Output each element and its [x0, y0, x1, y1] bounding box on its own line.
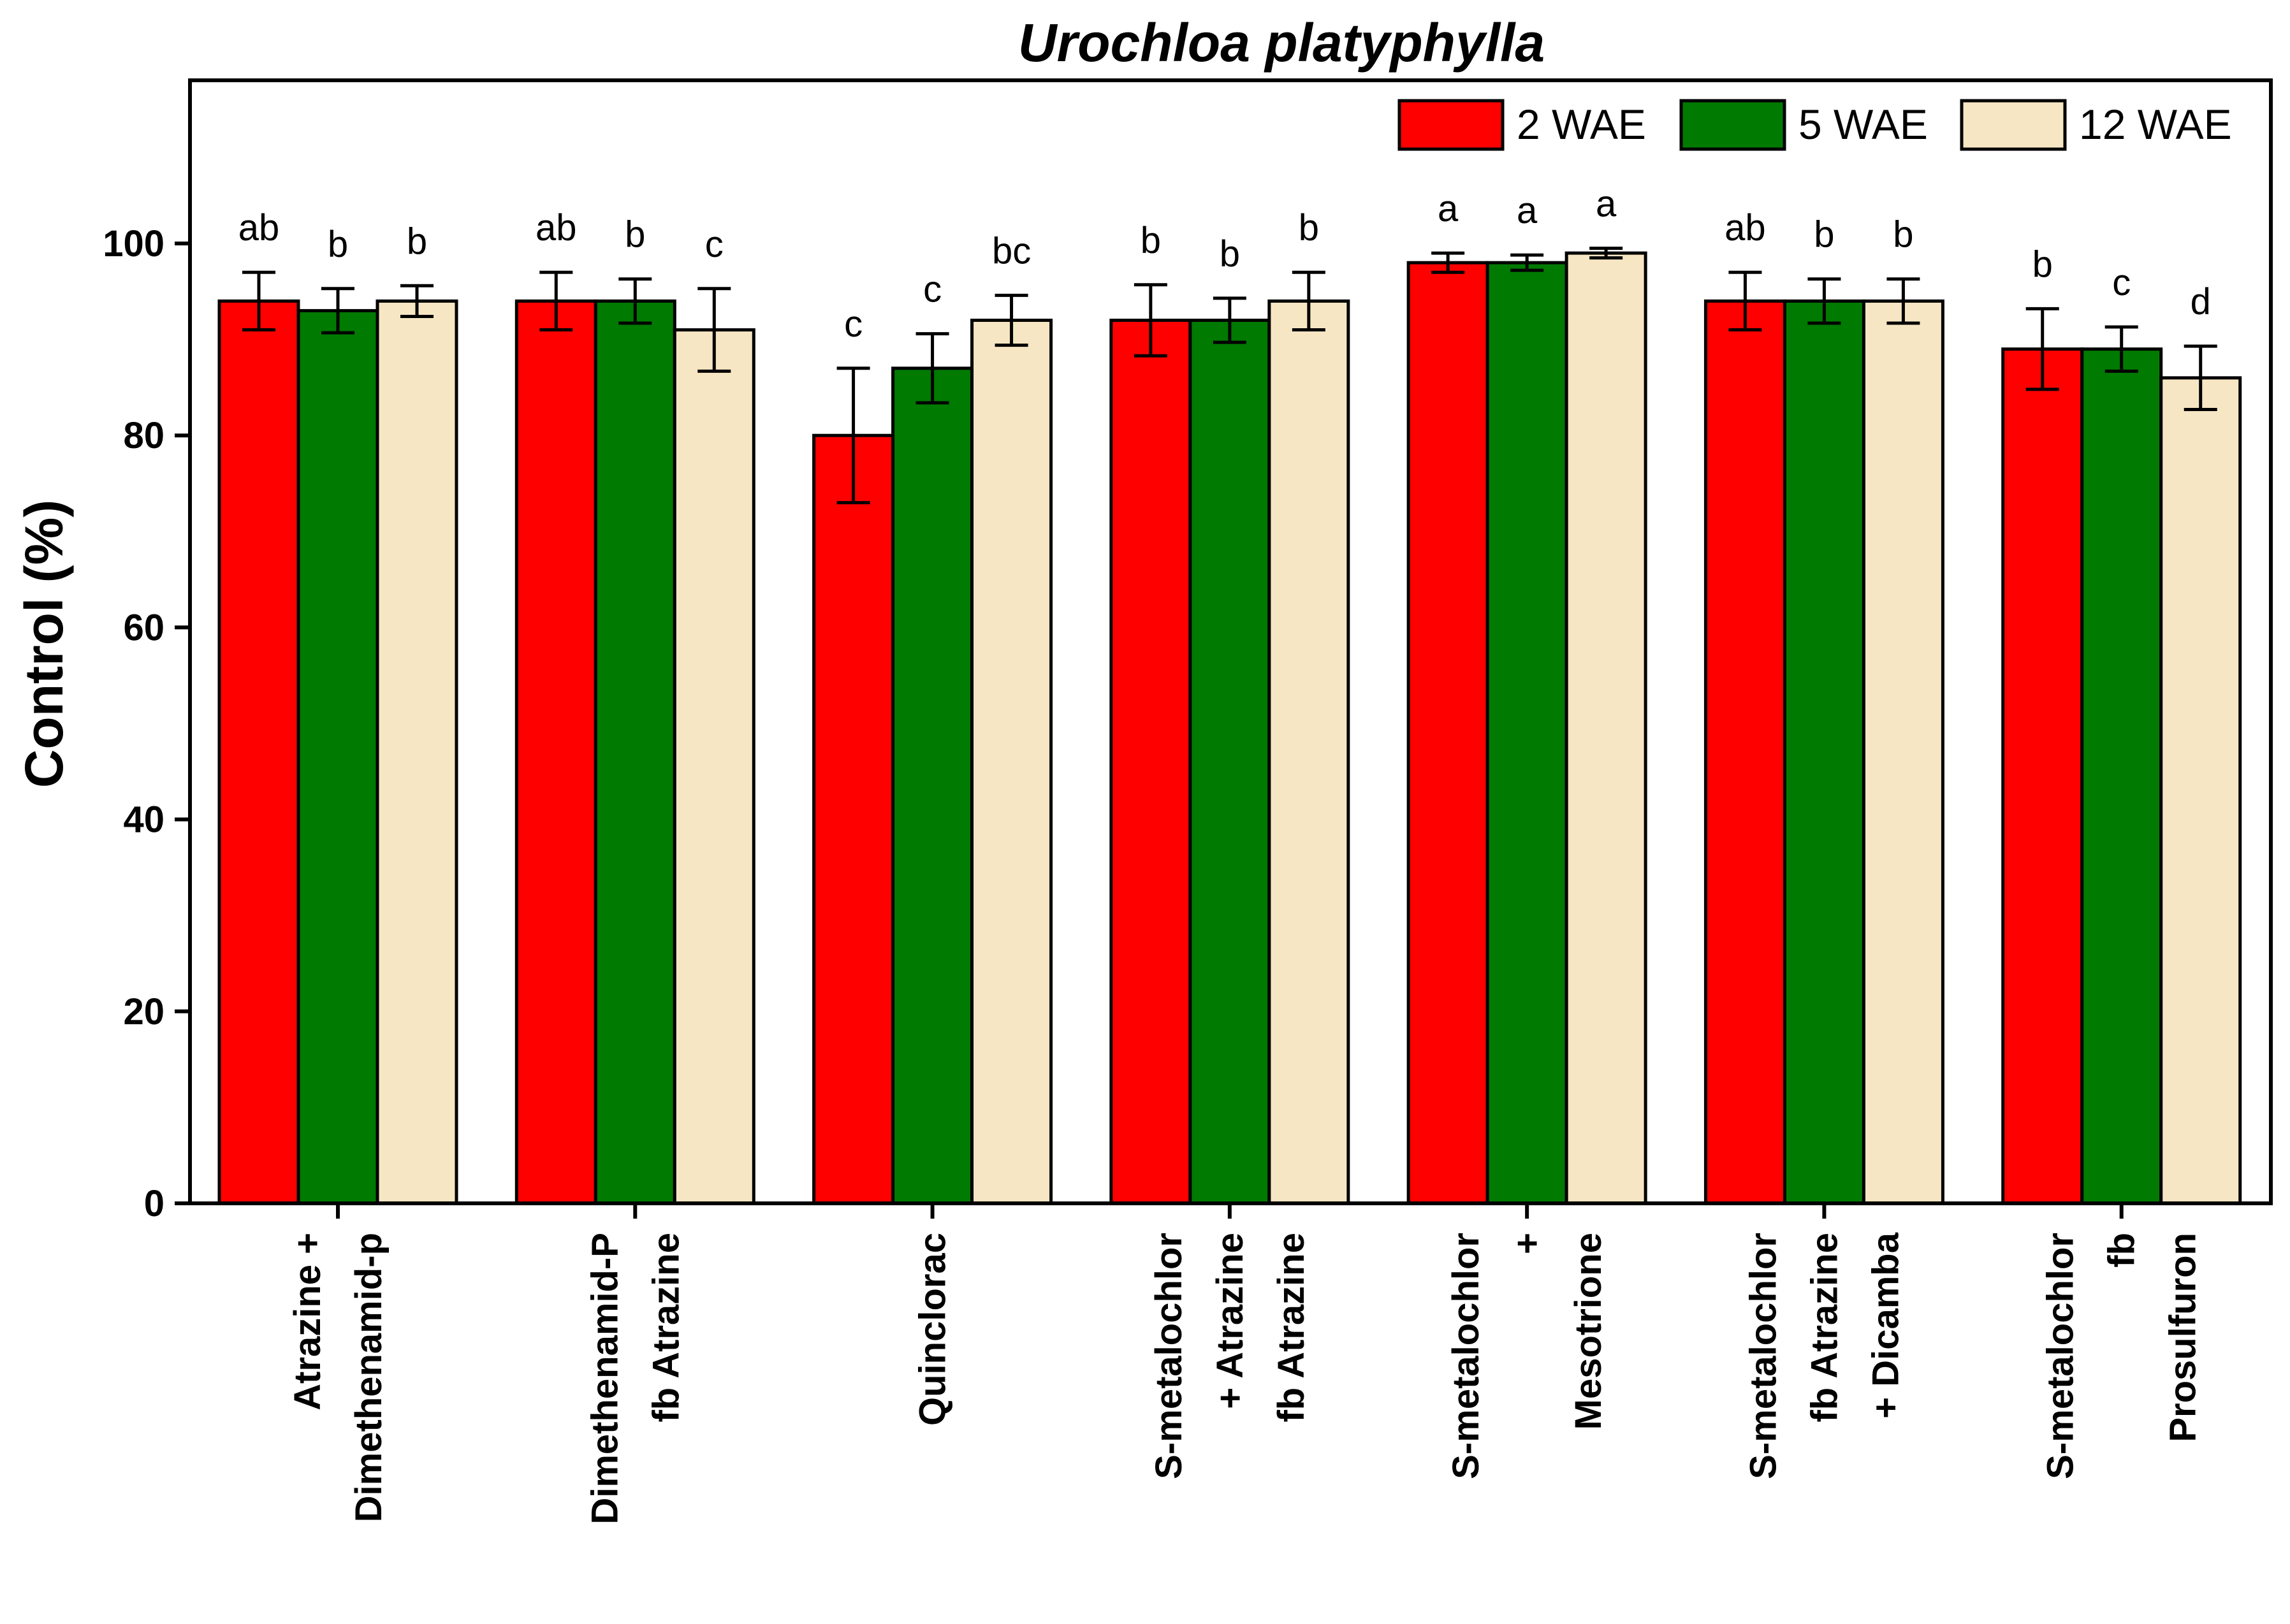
bar [514, 299, 597, 1205]
x-tick-label: + [1506, 1233, 1548, 1254]
chart-title: Urochloa platyphylla [1018, 13, 1545, 73]
significance-letter: c [844, 303, 863, 345]
legend-swatch [1679, 99, 1786, 151]
bar [1862, 299, 1944, 1205]
significance-letter: a [1517, 190, 1538, 231]
bar [2001, 347, 2084, 1205]
bar [1267, 299, 1350, 1205]
significance-letter: b [1299, 207, 1319, 249]
bar [2080, 347, 2163, 1205]
significance-letter: b [1814, 214, 1834, 256]
legend-label: 5 WAE [1798, 101, 1928, 148]
x-tick-label: S-metalochlor [1742, 1233, 1784, 1479]
legend-swatch [1397, 99, 1505, 151]
bar [812, 433, 895, 1205]
bar [970, 318, 1053, 1205]
significance-letter: b [407, 221, 427, 262]
x-tick-label: S-metalochlor [2040, 1233, 2082, 1479]
significance-letter: a [1596, 184, 1617, 225]
bar [594, 299, 676, 1205]
significance-letter: ab [238, 207, 280, 249]
x-tick-label: Dimethenamid-p [348, 1233, 390, 1522]
significance-letter: c [923, 269, 942, 310]
y-tick-label: 80 [123, 415, 164, 456]
legend: 2 WAE 5 WAE 12 WAE [1397, 99, 2232, 151]
y-tick-label: 0 [144, 1183, 164, 1224]
legend-label: 12 WAE [2079, 101, 2232, 148]
x-tick-label: + Dicamba [1865, 1232, 1906, 1418]
x-tick-label: fb [2101, 1233, 2143, 1268]
legend-label: 2 WAE [1517, 101, 1646, 148]
significance-letter: b [328, 224, 348, 265]
significance-letter: c [2112, 262, 2131, 303]
bar [1783, 299, 1865, 1205]
significance-letter: ab [1725, 207, 1766, 249]
significance-letter: d [2191, 281, 2211, 323]
bar [217, 299, 300, 1205]
bar [2159, 376, 2242, 1205]
x-tick-label: fb Atrazine [645, 1233, 687, 1423]
significance-letter: b [1220, 233, 1240, 275]
bar [1109, 318, 1192, 1205]
bar [673, 328, 755, 1205]
x-tick-label: Prosulfuron [2162, 1233, 2204, 1442]
significance-letter: b [1893, 214, 1913, 256]
bar [296, 308, 379, 1205]
bar [1406, 261, 1489, 1205]
bar [1188, 318, 1271, 1205]
y-tick-label: 100 [103, 223, 164, 265]
x-tick-label: S-metalochlor [1148, 1233, 1190, 1479]
y-tick-label: 20 [123, 991, 164, 1033]
bar [1703, 299, 1786, 1205]
y-axis-label: Control (%) [14, 500, 74, 788]
significance-letter: b [625, 214, 645, 256]
x-tick-label: fb Atrazine [1804, 1233, 1845, 1423]
bar [1564, 251, 1647, 1205]
significance-letter: bc [992, 230, 1031, 272]
x-tick-label: Atrazine + [287, 1233, 328, 1410]
x-tick-label: fb Atrazine [1271, 1233, 1312, 1423]
x-tick-label: + Atrazine [1209, 1233, 1251, 1409]
bar [1485, 261, 1568, 1205]
x-tick-label: Dimethenamid-P [584, 1233, 625, 1525]
x-tick-label: Mesotrione [1568, 1233, 1609, 1430]
significance-letter: c [705, 224, 724, 265]
plot-frame [188, 78, 2273, 1205]
significance-letter: ab [536, 207, 577, 249]
y-tick-label: 60 [123, 607, 164, 648]
significance-letter: b [1141, 220, 1161, 261]
bar [891, 366, 974, 1205]
y-tick-label: 40 [123, 799, 164, 841]
x-tick-label: Quinclorac [912, 1233, 954, 1426]
bar [376, 299, 458, 1205]
legend-swatch [1960, 99, 2067, 151]
significance-letter: b [2032, 243, 2053, 285]
significance-letter: a [1438, 188, 1459, 229]
x-tick-label: S-metalochlor [1445, 1233, 1487, 1479]
